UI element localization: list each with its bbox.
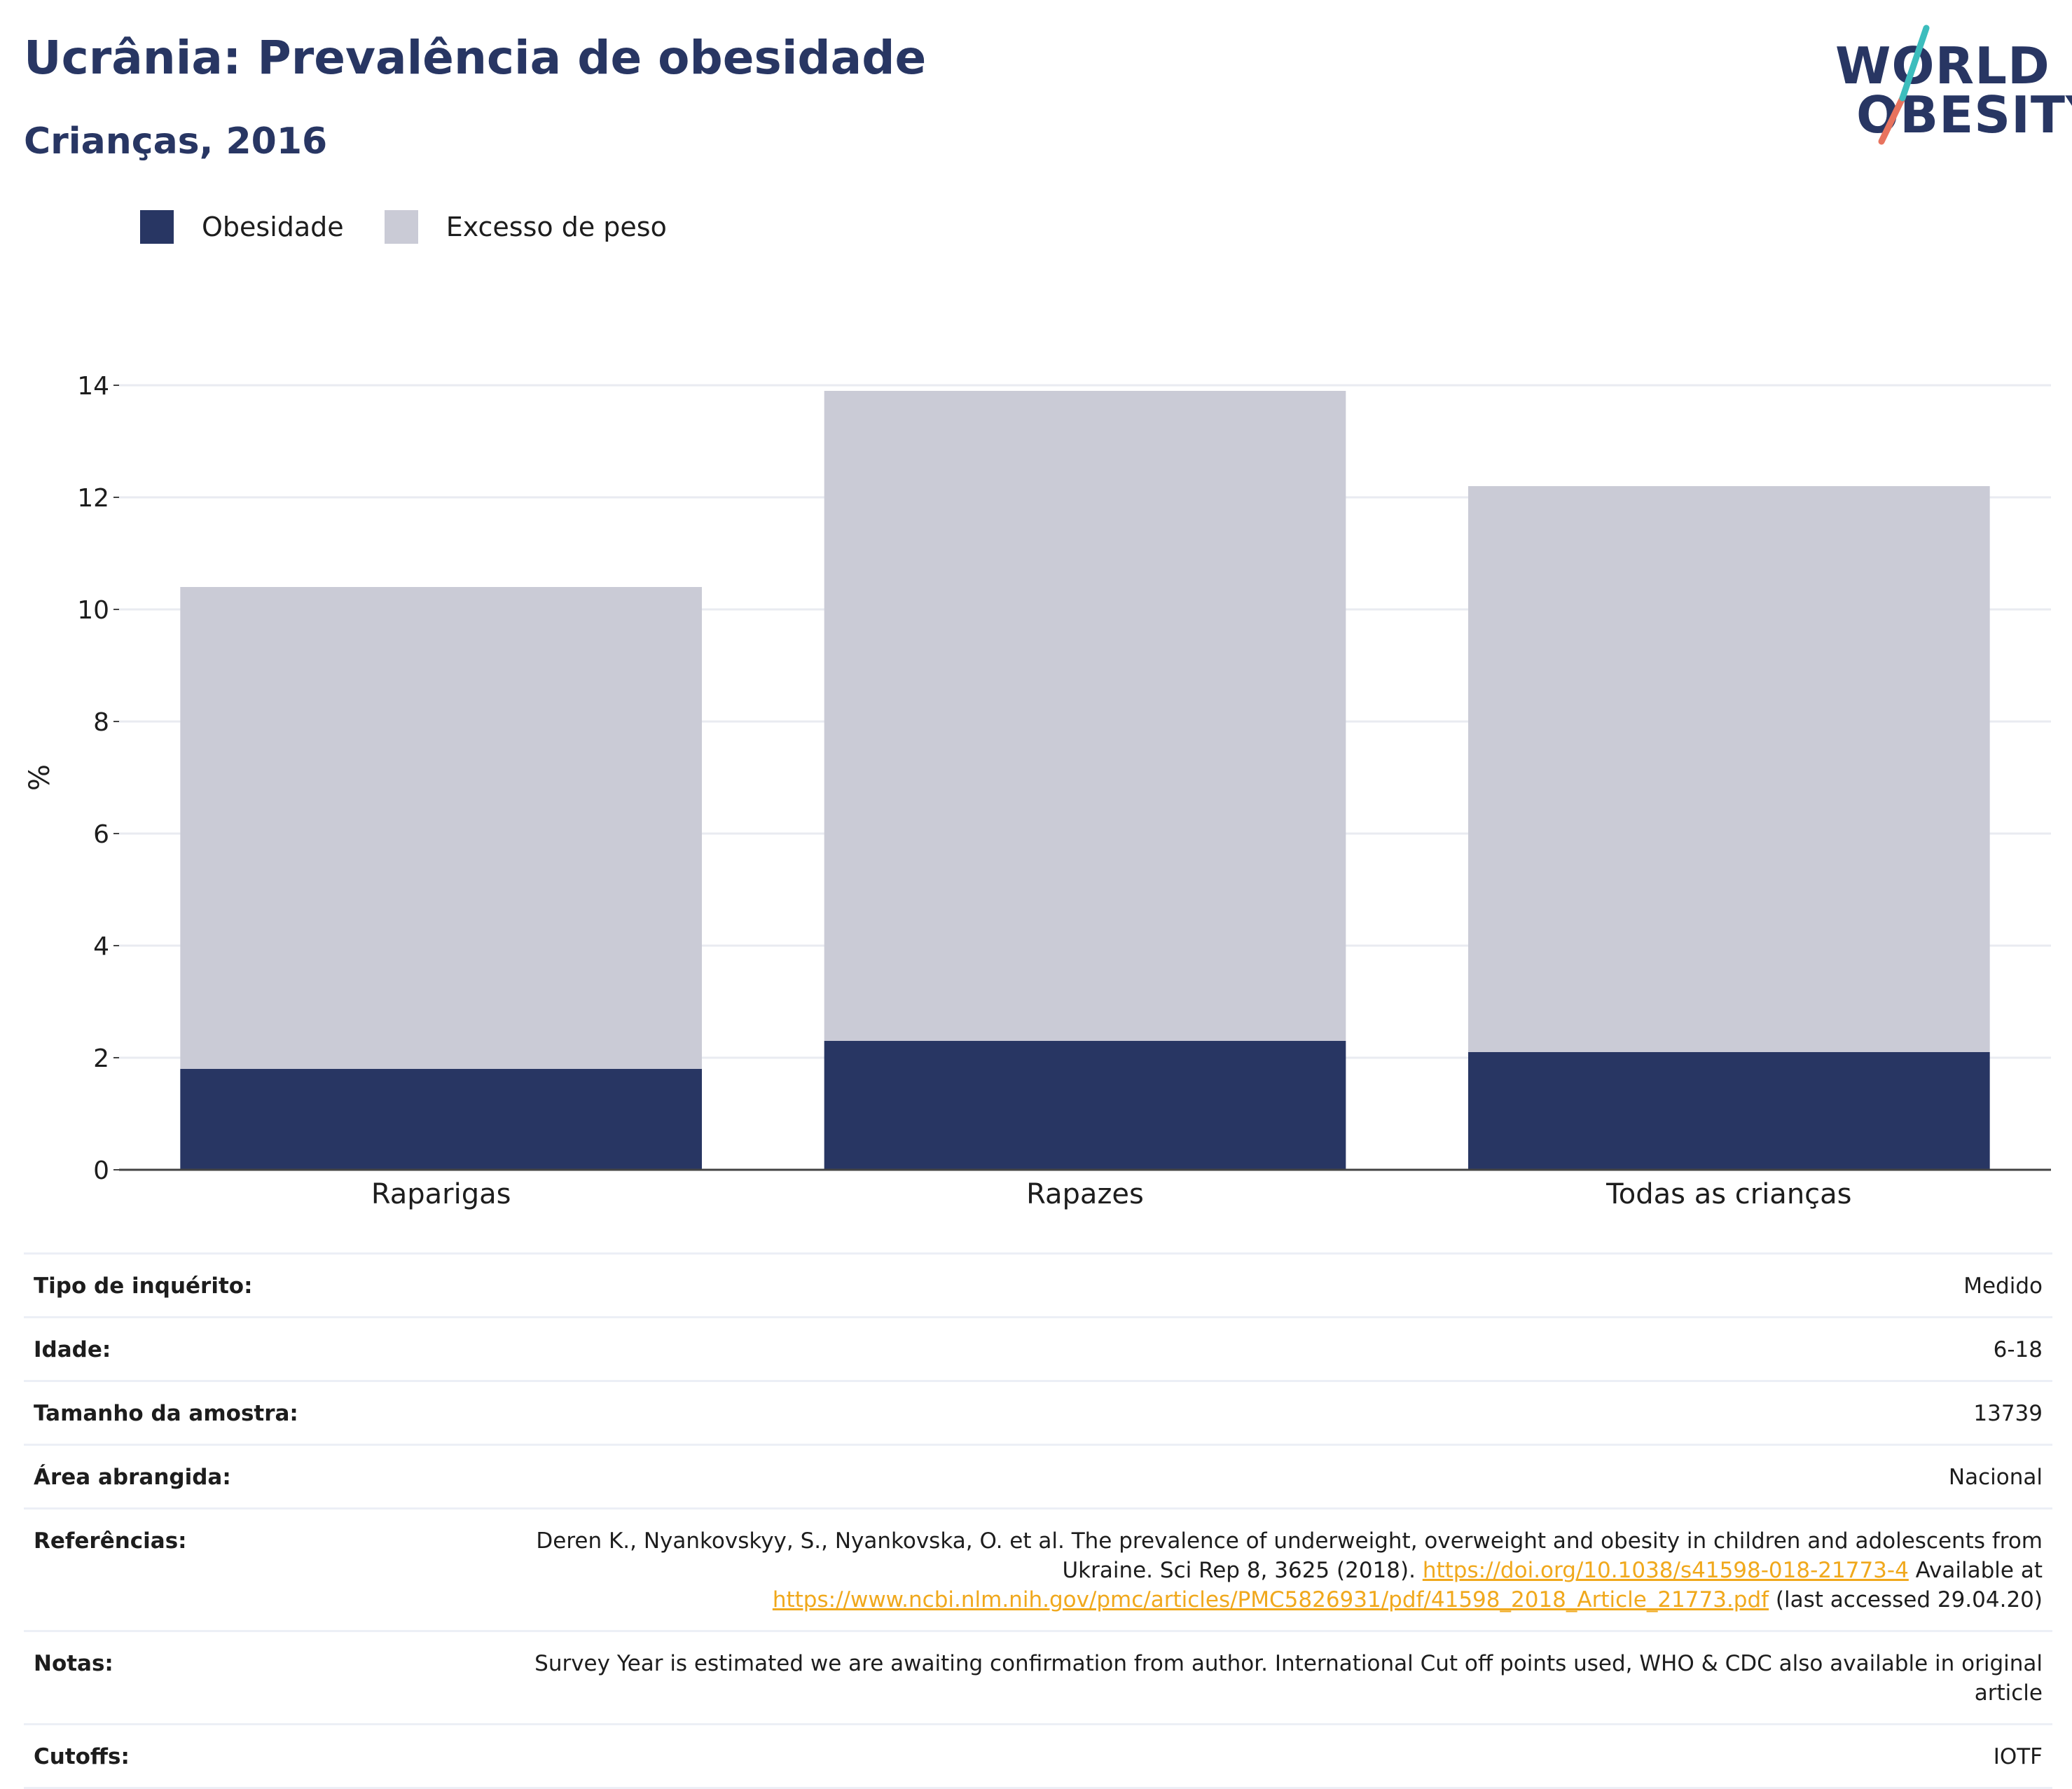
legend-label: Excesso de peso <box>446 212 667 242</box>
reference-text: Deren K., Nyankovskyy, S., Nyankovska, O… <box>536 1528 2043 1583</box>
x-tick-label: Raparigas <box>371 1178 511 1210</box>
meta-row-area: Área abrangida: Nacional <box>24 1444 2052 1507</box>
y-tick-label: 6 <box>93 820 109 849</box>
bar-obesidade <box>180 1069 702 1170</box>
metadata-table: Tipo de inquérito: Medido Idade: 6-18 Ta… <box>24 1252 2052 1789</box>
logo-slash-icon <box>1878 25 1930 145</box>
meta-value-references: Deren K., Nyankovskyy, S., Nyankovska, O… <box>488 1526 2043 1615</box>
legend-swatch <box>384 210 418 244</box>
meta-value: Medido <box>1963 1273 2043 1299</box>
chart-title: Ucrânia: Prevalência de obesidade <box>24 31 927 85</box>
legend-swatch <box>140 210 174 244</box>
meta-value: Nacional <box>1948 1465 2043 1490</box>
meta-row-survey-type: Tipo de inquérito: Medido <box>24 1252 2052 1316</box>
chart-subtitle: Crianças, 2016 <box>24 120 328 163</box>
meta-value: 13739 <box>1973 1401 2043 1426</box>
legend-item-obesidade: Obesidade <box>140 210 344 244</box>
y-tick-label: 14 <box>77 372 109 401</box>
world-obesity-logo: WORLD OBESITY <box>1807 21 2072 154</box>
meta-key: Tipo de inquérito: <box>34 1273 253 1299</box>
bar-excesso-de-peso <box>180 587 702 1069</box>
logo-line-1: WORLD <box>1835 36 2050 95</box>
meta-value: IOTF <box>1993 1744 2043 1769</box>
doi-link[interactable]: https://doi.org/10.1038/s41598-018-21773… <box>1422 1558 1909 1583</box>
bar-obesidade <box>1468 1052 1990 1170</box>
meta-row-age: Idade: 6-18 <box>24 1316 2052 1380</box>
y-axis-label: % <box>24 764 56 791</box>
meta-key: Idade: <box>34 1337 111 1362</box>
reference-tail: (last accessed 29.04.20) <box>1769 1587 2043 1612</box>
meta-key: Cutoffs: <box>34 1744 130 1769</box>
meta-row-sample-size: Tamanho da amostra: 13739 <box>24 1380 2052 1444</box>
meta-value: 6-18 <box>1993 1337 2043 1362</box>
bar-obesidade <box>824 1041 1346 1170</box>
y-tick-label: 0 <box>93 1156 109 1185</box>
meta-row-references: Referências: Deren K., Nyankovskyy, S., … <box>24 1507 2052 1630</box>
bar-excesso-de-peso <box>1468 486 1990 1052</box>
legend-item-excesso-de-peso: Excesso de peso <box>384 210 667 244</box>
meta-key: Área abrangida: <box>34 1465 231 1490</box>
x-tick-label: Todas as crianças <box>1605 1178 1851 1210</box>
x-tick-label: Rapazes <box>1026 1178 1144 1210</box>
bar-chart: 0 2 4 6 8 10 12 14% Raparigas Rapazes Todas as cri… <box>24 372 2051 1210</box>
ncbi-link[interactable]: https://www.ncbi.nlm.nih.gov/pmc/article… <box>772 1587 1769 1612</box>
reference-middle: Available at <box>1908 1558 2043 1583</box>
meta-key: Notas: <box>34 1651 113 1676</box>
meta-key: Tamanho da amostra: <box>34 1401 298 1426</box>
bar-excesso-de-peso <box>824 391 1346 1041</box>
y-tick-label: 12 <box>77 484 109 513</box>
meta-row-notes: Notas: Survey Year is estimated we are a… <box>24 1630 2052 1723</box>
y-tick-label: 8 <box>93 708 109 737</box>
meta-row-cutoffs: Cutoffs: IOTF <box>24 1723 2052 1789</box>
meta-key: Referências: <box>34 1528 187 1554</box>
meta-value: Survey Year is estimated we are awaiting… <box>534 1651 2043 1706</box>
y-tick-label: 10 <box>77 596 109 625</box>
legend-label: Obesidade <box>202 212 344 242</box>
y-tick-label: 2 <box>93 1044 109 1073</box>
y-tick-label: 4 <box>93 932 109 961</box>
legend: Obesidade Excesso de peso <box>140 210 707 244</box>
